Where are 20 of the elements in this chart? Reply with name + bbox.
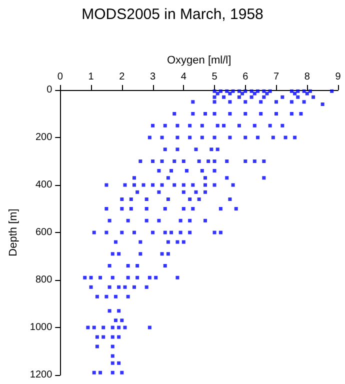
y-tick-label: 1000 [30,322,53,333]
x-tick-label: 4 [180,72,187,82]
x-axis-title: Oxygen [ml/l] [166,54,232,66]
x-tick-label: 8 [304,72,310,82]
x-tick-label: 9 [335,72,342,82]
y-tick-label: 400 [35,180,53,190]
y-tick-label: 800 [35,274,53,286]
x-tick-label: 2 [119,72,126,82]
x-tick-label: 6 [242,72,249,82]
y-tick-label: 600 [35,227,53,238]
x-tick-label: 7 [273,72,280,82]
y-tick-label: 1200 [30,370,53,380]
x-tick-label: 1 [88,72,94,82]
chart-title: MODS2005 in March, 1958 [82,6,264,23]
y-tick-label: 200 [35,132,53,143]
x-tick-label: 3 [150,72,156,82]
x-tick-label: 5 [212,72,218,82]
x-tick-label: 0 [57,72,64,82]
y-axis-title: Depth [m] [8,208,20,256]
y-tick-label: 0 [46,84,53,96]
